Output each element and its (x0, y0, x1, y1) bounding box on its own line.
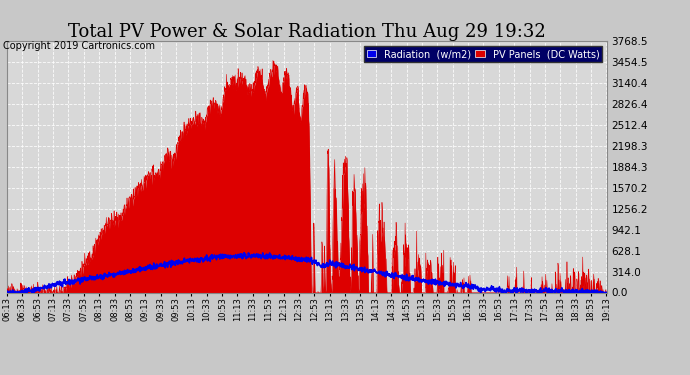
Title: Total PV Power & Solar Radiation Thu Aug 29 19:32: Total PV Power & Solar Radiation Thu Aug… (68, 23, 546, 41)
Text: Copyright 2019 Cartronics.com: Copyright 2019 Cartronics.com (3, 41, 155, 51)
Legend: Radiation  (w/m2), PV Panels  (DC Watts): Radiation (w/m2), PV Panels (DC Watts) (364, 46, 602, 62)
